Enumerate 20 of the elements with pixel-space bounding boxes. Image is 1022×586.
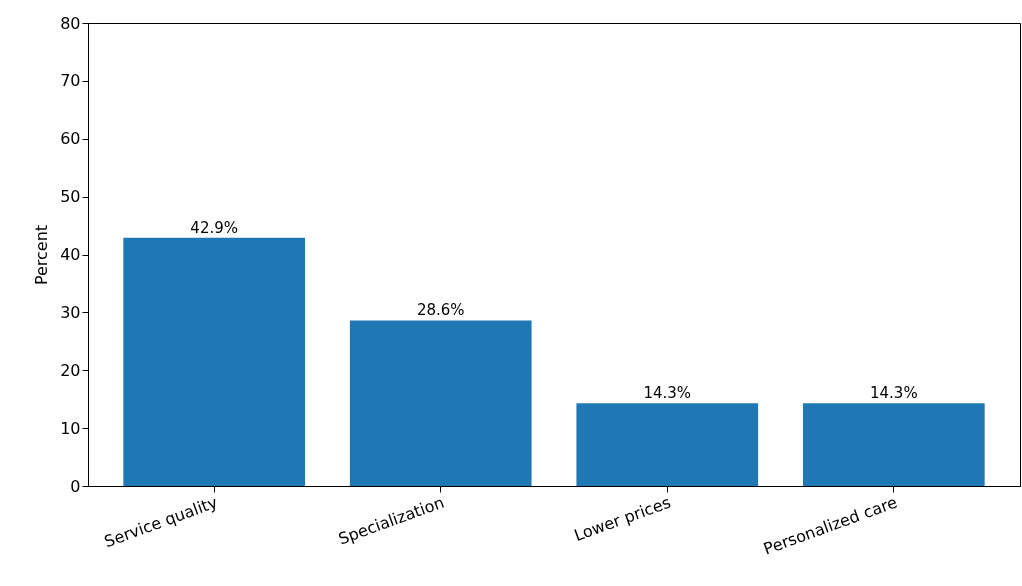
data-label: 14.3% bbox=[869, 384, 918, 403]
y-axis-title: Percent bbox=[32, 224, 52, 286]
y-tick-label: 10 bbox=[60, 418, 81, 438]
bar bbox=[576, 403, 759, 486]
y-tick-label: 0 bbox=[70, 476, 81, 496]
y-tick-label: 20 bbox=[60, 360, 81, 380]
y-tick-label: 60 bbox=[60, 129, 81, 149]
x-tick-label: Lower prices bbox=[571, 492, 674, 546]
y-tick-label: 50 bbox=[60, 187, 81, 207]
x-tick-label: Service quality bbox=[101, 492, 220, 552]
y-tick-label: 40 bbox=[60, 245, 81, 264]
bar bbox=[123, 237, 306, 486]
y-tick-label: 30 bbox=[60, 302, 81, 322]
data-label: 28.6% bbox=[416, 301, 465, 320]
y-tick-label: 80 bbox=[60, 13, 81, 33]
bar bbox=[349, 320, 532, 486]
y-tick-label: 70 bbox=[60, 71, 81, 91]
data-label: 42.9% bbox=[190, 218, 239, 237]
data-label: 14.3% bbox=[643, 384, 692, 403]
bar bbox=[802, 403, 985, 486]
